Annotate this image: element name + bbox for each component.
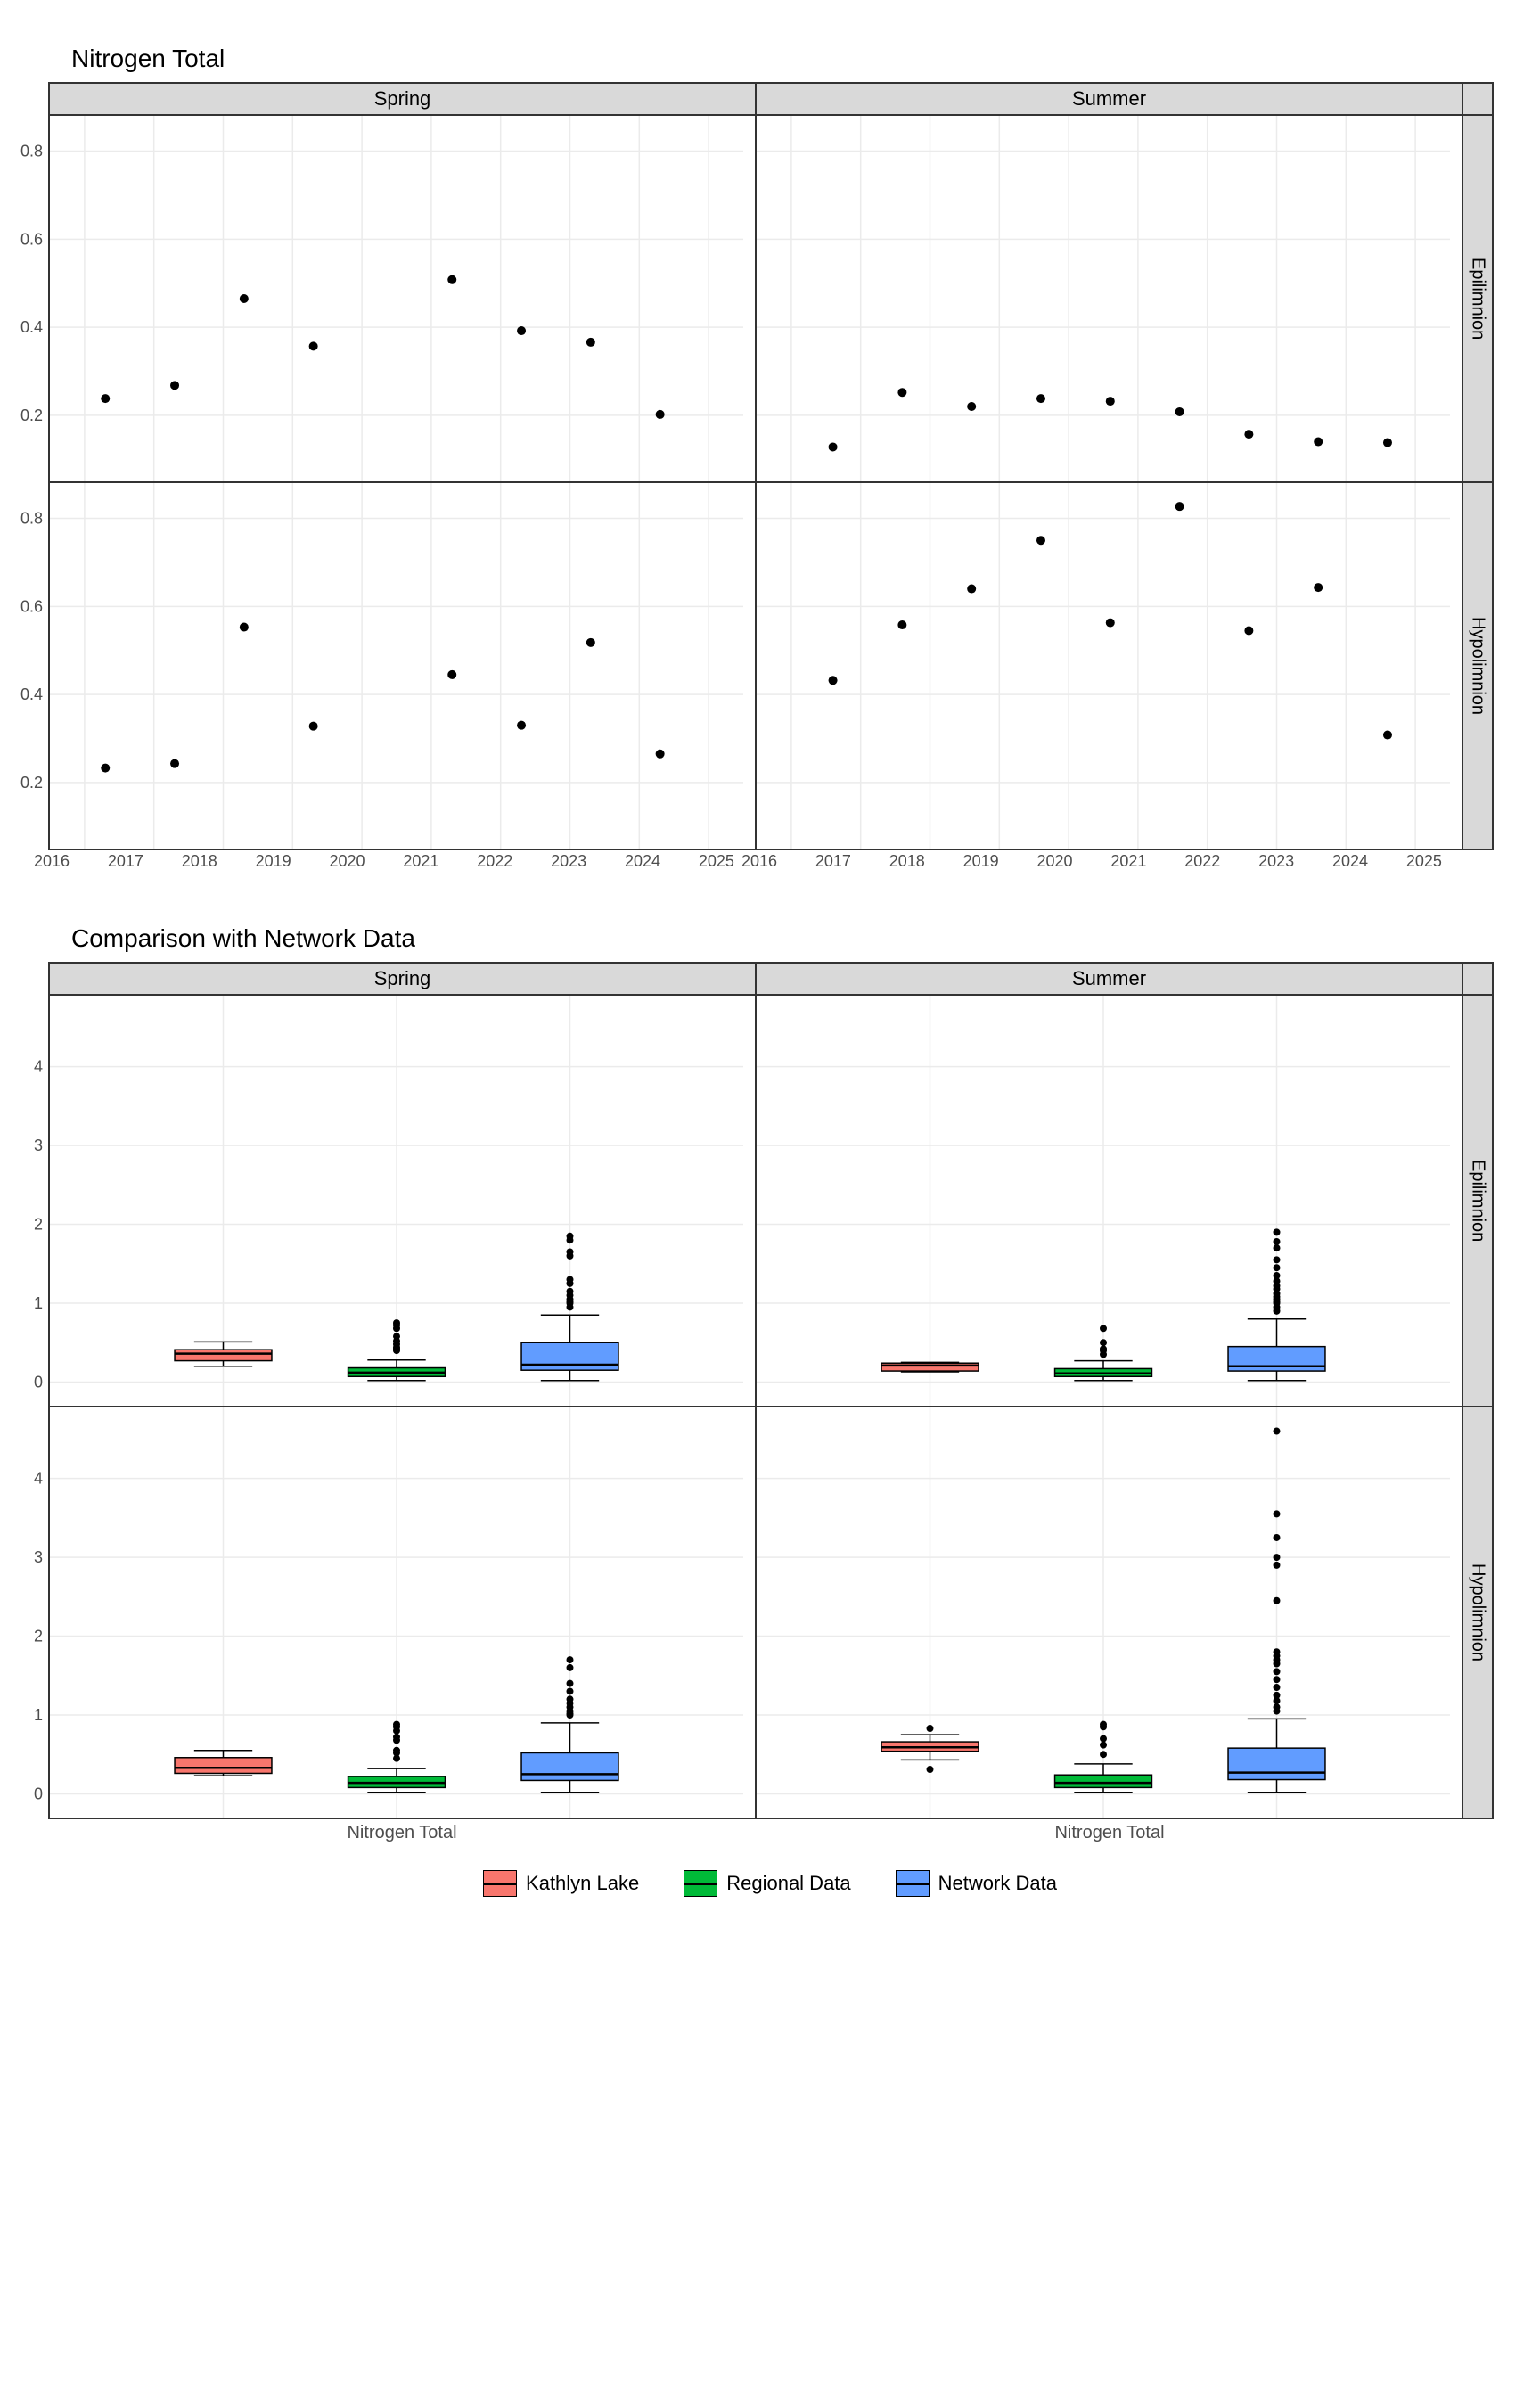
panel-spring-epi: 0.20.40.60.8 — [49, 115, 756, 482]
facet-col-summer: Summer — [756, 83, 1462, 115]
svg-text:0.6: 0.6 — [20, 597, 43, 615]
legend-network: Network Data — [896, 1870, 1057, 1897]
panel2-spring-hypo: 01234 — [49, 1407, 756, 1818]
legend: Kathlyn Lake Regional Data Network Data — [36, 1870, 1504, 1897]
svg-text:1: 1 — [34, 1294, 43, 1312]
svg-text:0.8: 0.8 — [20, 510, 43, 528]
chart2-facet-grid: Spring Summer 01234 Epilimnion 01234 Hyp… — [48, 962, 1494, 1819]
panel2-summer-hypo — [756, 1407, 1462, 1818]
svg-text:0: 0 — [34, 1373, 43, 1391]
legend-label-regional: Regional Data — [726, 1872, 850, 1895]
svg-text:0.2: 0.2 — [20, 406, 43, 424]
panel2-summer-epi — [756, 995, 1462, 1407]
legend-swatch-network — [896, 1870, 930, 1897]
svg-text:1: 1 — [34, 1706, 43, 1724]
svg-text:0.6: 0.6 — [20, 230, 43, 248]
facet2-col-summer: Summer — [756, 963, 1462, 995]
chart2-x-axis: Nitrogen Total Nitrogen Total — [48, 1823, 1492, 1843]
legend-swatch-kathlyn — [483, 1870, 517, 1897]
facet2-row-epi: Epilimnion — [1462, 995, 1493, 1407]
facet-col-spring: Spring — [49, 83, 756, 115]
facet2-row-hypo: Hypolimnion — [1462, 1407, 1493, 1818]
svg-text:4: 4 — [34, 1058, 43, 1076]
panel-summer-epi — [756, 115, 1462, 482]
panel-spring-hypo: 0.20.40.60.8 — [49, 482, 756, 849]
svg-text:0.4: 0.4 — [20, 318, 43, 336]
facet-row-epi: Epilimnion — [1462, 115, 1493, 482]
svg-text:2: 2 — [34, 1628, 43, 1645]
chart1-title: Nitrogen Total — [71, 45, 1504, 73]
svg-text:0.8: 0.8 — [20, 143, 43, 160]
svg-text:0.4: 0.4 — [20, 685, 43, 703]
svg-text:4: 4 — [34, 1470, 43, 1488]
svg-text:3: 3 — [34, 1548, 43, 1566]
legend-regional: Regional Data — [684, 1870, 850, 1897]
legend-label-network: Network Data — [938, 1872, 1057, 1895]
svg-text:3: 3 — [34, 1136, 43, 1154]
legend-label-kathlyn: Kathlyn Lake — [526, 1872, 639, 1895]
chart1-facet-grid: Spring Summer 0.20.40.60.8 Epilimnion 0.… — [48, 82, 1494, 850]
panel-summer-hypo — [756, 482, 1462, 849]
legend-kathlyn: Kathlyn Lake — [483, 1870, 639, 1897]
panel2-spring-epi: 01234 — [49, 995, 756, 1407]
facet-row-hypo: Hypolimnion — [1462, 482, 1493, 849]
svg-text:2: 2 — [34, 1216, 43, 1234]
svg-text:0.2: 0.2 — [20, 774, 43, 792]
chart2-title: Comparison with Network Data — [71, 924, 1504, 953]
chart1-x-axis: 2016201720182019202020212022202320242025… — [48, 852, 1492, 871]
legend-swatch-regional — [684, 1870, 717, 1897]
facet2-col-spring: Spring — [49, 963, 756, 995]
svg-text:0: 0 — [34, 1785, 43, 1802]
